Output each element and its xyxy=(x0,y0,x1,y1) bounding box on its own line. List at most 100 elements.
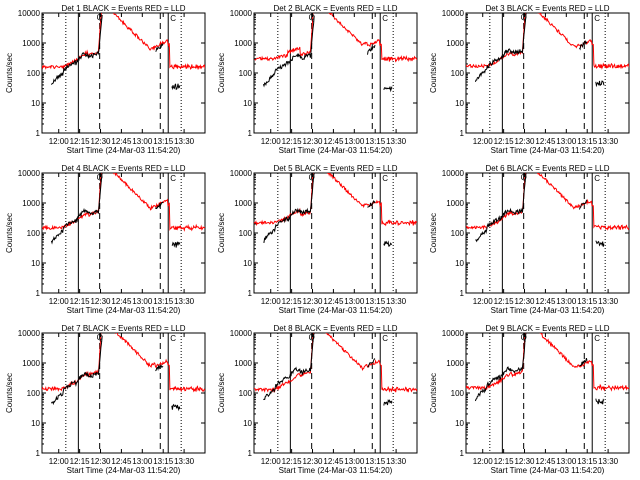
marker-label: Q xyxy=(309,173,315,182)
plot-frame xyxy=(253,172,418,294)
marker-label: Q xyxy=(97,13,103,22)
x-tick-label: 12:30 xyxy=(302,297,323,306)
marker-label: Q xyxy=(309,13,315,22)
x-axis-label: Start Time (24-Mar-03 11:54:20) xyxy=(279,306,393,315)
x-tick-label: 13:15 xyxy=(153,137,174,146)
x-tick-label: 12:30 xyxy=(302,137,323,146)
y-axis-label: Counts/sec xyxy=(5,213,14,253)
x-tick-label: 12:30 xyxy=(90,297,111,306)
plot-frame xyxy=(41,172,206,294)
y-tick-label: 100 xyxy=(451,389,465,398)
events-series-line xyxy=(474,13,605,88)
y-tick-label: 1 xyxy=(460,129,465,138)
marker-label: C xyxy=(382,334,388,343)
x-tick-label: 13:30 xyxy=(386,297,407,306)
y-tick-label: 1 xyxy=(36,449,41,458)
x-axis-label: Start Time (24-Mar-03 11:54:20) xyxy=(491,146,605,155)
marker-label: C xyxy=(594,334,600,343)
plot-frame xyxy=(253,12,418,134)
events-series-line xyxy=(475,173,605,247)
y-axis-label: Counts/sec xyxy=(5,373,14,413)
x-tick-label: 12:15 xyxy=(70,297,91,306)
x-tick-label: 12:00 xyxy=(49,137,70,146)
x-axis-label: Start Time (24-Mar-03 11:54:20) xyxy=(491,306,605,315)
marker-label: C xyxy=(382,174,388,183)
x-tick-label: 13:30 xyxy=(174,297,195,306)
y-tick-label: 1000 xyxy=(234,199,252,208)
x-tick-label: 12:30 xyxy=(514,457,535,466)
y-tick-label: 100 xyxy=(239,229,253,238)
x-tick-label: 13:00 xyxy=(556,137,577,146)
marker-label: Q xyxy=(521,13,527,22)
y-tick-label: 10000 xyxy=(442,9,465,18)
x-tick-label: 13:00 xyxy=(344,297,365,306)
marker-label: C xyxy=(170,334,176,343)
panel-title: Det 3 BLACK = Events RED = LLD xyxy=(485,4,609,13)
y-tick-label: 10000 xyxy=(18,169,41,178)
panel-title: Det 9 BLACK = Events RED = LLD xyxy=(485,324,609,333)
x-tick-label: 12:15 xyxy=(282,297,303,306)
y-tick-label: 1 xyxy=(460,289,465,298)
panel-title: Det 2 BLACK = Events RED = LLD xyxy=(273,4,397,13)
x-tick-label: 12:45 xyxy=(111,137,132,146)
events-series-line xyxy=(50,14,181,91)
x-tick-label: 12:00 xyxy=(473,297,494,306)
x-tick-label: 13:15 xyxy=(577,457,598,466)
x-tick-label: 13:15 xyxy=(577,137,598,146)
x-tick-label: 12:30 xyxy=(302,457,323,466)
plot-frame xyxy=(465,172,630,294)
events-series-line xyxy=(263,173,393,247)
x-tick-label: 13:00 xyxy=(132,457,153,466)
y-tick-label: 10 xyxy=(455,419,464,428)
y-tick-label: 10 xyxy=(243,99,252,108)
y-tick-label: 100 xyxy=(239,69,253,78)
x-axis-label: Start Time (24-Mar-03 11:54:20) xyxy=(67,466,181,475)
panel-title: Det 1 BLACK = Events RED = LLD xyxy=(61,4,185,13)
x-tick-label: 12:15 xyxy=(494,137,515,146)
y-tick-label: 10 xyxy=(243,259,252,268)
x-tick-label: 13:00 xyxy=(556,457,577,466)
y-tick-label: 1 xyxy=(248,289,253,298)
marker-label: Q xyxy=(521,333,527,342)
marker-label: Q xyxy=(97,333,103,342)
y-axis-label: Counts/sec xyxy=(5,53,14,93)
x-axis-label: Start Time (24-Mar-03 11:54:20) xyxy=(491,466,605,475)
x-tick-label: 13:00 xyxy=(556,297,577,306)
lld-series-line xyxy=(254,333,417,393)
x-tick-label: 12:00 xyxy=(49,297,70,306)
x-tick-label: 12:45 xyxy=(323,137,344,146)
x-tick-label: 12:00 xyxy=(49,457,70,466)
x-tick-label: 12:30 xyxy=(90,457,111,466)
plot-frame xyxy=(41,12,206,134)
y-tick-label: 1000 xyxy=(446,359,464,368)
events-series-line xyxy=(50,173,181,248)
x-tick-label: 12:45 xyxy=(535,457,556,466)
x-tick-label: 13:15 xyxy=(365,297,386,306)
plot-frame xyxy=(465,12,630,134)
x-tick-label: 12:45 xyxy=(111,297,132,306)
x-tick-label: 13:30 xyxy=(598,137,619,146)
y-tick-label: 10000 xyxy=(442,169,465,178)
x-axis-label: Start Time (24-Mar-03 11:54:20) xyxy=(67,146,181,155)
marker-label: C xyxy=(382,14,388,23)
marker-label: Q xyxy=(97,173,103,182)
x-tick-label: 13:30 xyxy=(174,137,195,146)
y-tick-label: 10000 xyxy=(442,329,465,338)
plot-frame xyxy=(41,332,206,454)
y-tick-label: 100 xyxy=(451,229,465,238)
panel-title: Det 6 BLACK = Events RED = LLD xyxy=(485,164,609,173)
y-tick-label: 10 xyxy=(31,259,40,268)
x-tick-label: 12:00 xyxy=(261,137,282,146)
x-tick-label: 13:15 xyxy=(153,297,174,306)
y-axis-label: Counts/sec xyxy=(217,53,226,93)
y-axis-label: Counts/sec xyxy=(429,213,438,253)
x-tick-label: 12:30 xyxy=(90,137,111,146)
panel-title: Det 5 BLACK = Events RED = LLD xyxy=(273,164,397,173)
y-tick-label: 100 xyxy=(451,69,465,78)
events-series-line xyxy=(50,335,181,412)
lld-series-line xyxy=(466,333,629,392)
y-axis-label: Counts/sec xyxy=(217,373,226,413)
